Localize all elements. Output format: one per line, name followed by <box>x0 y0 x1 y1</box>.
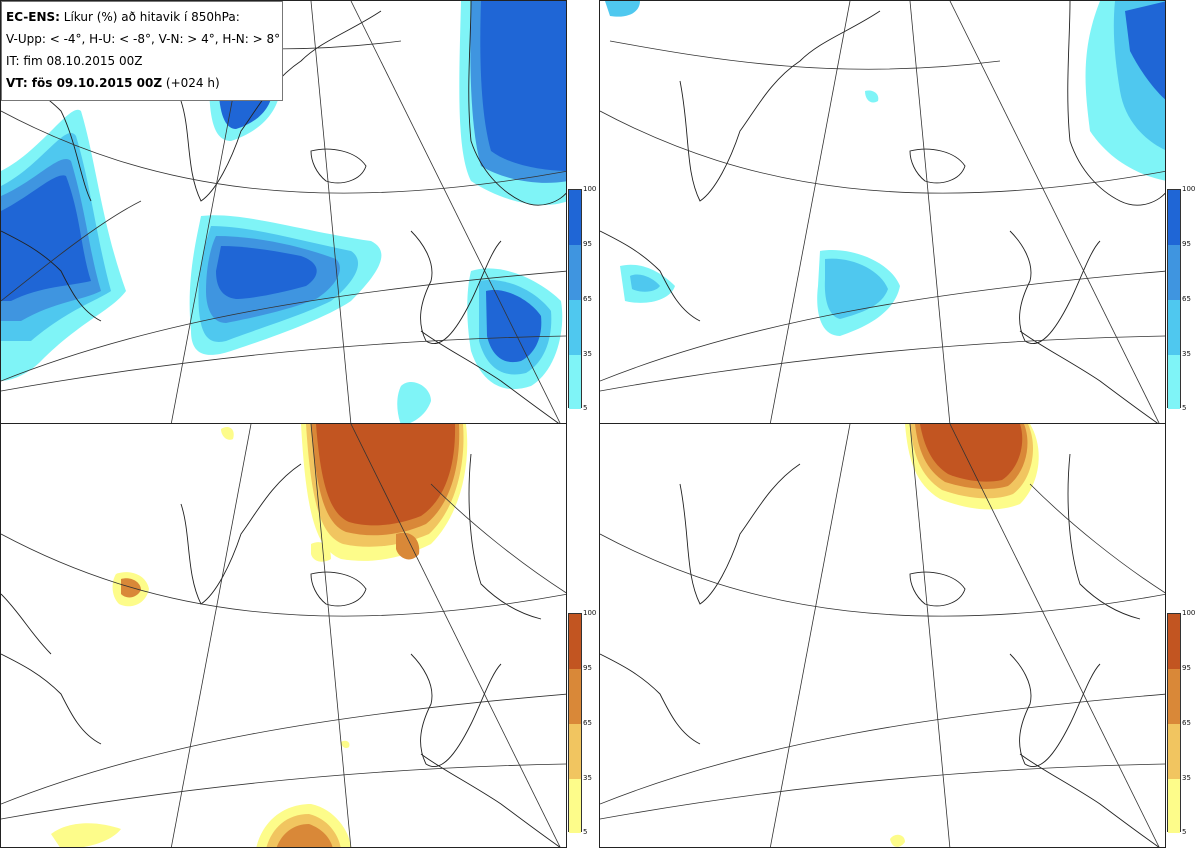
map-panel-top-left: EC-ENS: Líkur (%) að hitavik í 850hPa: V… <box>0 0 567 424</box>
probability-map-warm-1 <box>1 424 566 847</box>
colorbar-label: 95 <box>583 240 592 248</box>
colorbar-label: 5 <box>1182 828 1187 836</box>
map-panel-bottom-right <box>599 423 1166 848</box>
info-init-time: IT: fim 08.10.2015 00Z <box>6 54 143 68</box>
colorbar-cold-right <box>1167 189 1181 409</box>
colorbar-cold-left <box>568 189 582 409</box>
coastlines <box>1 453 561 847</box>
probability-map-cold-2 <box>600 1 1165 423</box>
info-thresholds: V-Upp: < -4°, H-U: < -8°, V-N: > 4°, H-N… <box>6 32 281 46</box>
colorbar-label: 100 <box>583 609 597 617</box>
colorbar-label: 5 <box>1182 404 1187 412</box>
coastlines <box>600 1 1165 423</box>
colorbar-label: 65 <box>583 719 592 727</box>
colorbar-label: 35 <box>1182 774 1191 782</box>
info-lead-time: (+024 h) <box>162 76 220 90</box>
probability-map-warm-2 <box>600 424 1165 847</box>
colorbar-label: 35 <box>1182 350 1191 358</box>
colorbar-label: 100 <box>1182 609 1196 617</box>
map-panel-bottom-left <box>0 423 567 848</box>
colorbar-label: 65 <box>1182 719 1191 727</box>
colorbar-label: 65 <box>583 295 592 303</box>
colorbar-label: 95 <box>583 664 592 672</box>
colorbar-label: 65 <box>1182 295 1191 303</box>
info-model: EC-ENS: <box>6 10 60 24</box>
probability-areas <box>51 424 468 847</box>
graticule <box>600 424 1165 847</box>
info-valid-time: VT: fös 09.10.2015 00Z <box>6 76 163 90</box>
colorbar-label: 5 <box>583 404 588 412</box>
graticule <box>1 424 566 847</box>
colorbar-label: 95 <box>1182 240 1191 248</box>
colorbar-label: 100 <box>583 185 597 193</box>
probability-areas <box>890 424 1039 847</box>
graticule <box>600 1 1165 423</box>
colorbar-warm-left <box>568 613 582 833</box>
forecast-info-box: EC-ENS: Líkur (%) að hitavik í 850hPa: V… <box>1 1 283 101</box>
probability-areas <box>605 1 1165 336</box>
map-panel-top-right <box>599 0 1166 424</box>
info-title: Líkur (%) að hitavik í 850hPa: <box>59 10 240 24</box>
colorbar-label: 5 <box>583 828 588 836</box>
colorbar-label: 35 <box>583 774 592 782</box>
colorbar-label: 35 <box>583 350 592 358</box>
colorbar-label: 100 <box>1182 185 1196 193</box>
colorbar-label: 95 <box>1182 664 1191 672</box>
coastlines <box>600 453 1160 847</box>
colorbar-warm-right <box>1167 613 1181 833</box>
